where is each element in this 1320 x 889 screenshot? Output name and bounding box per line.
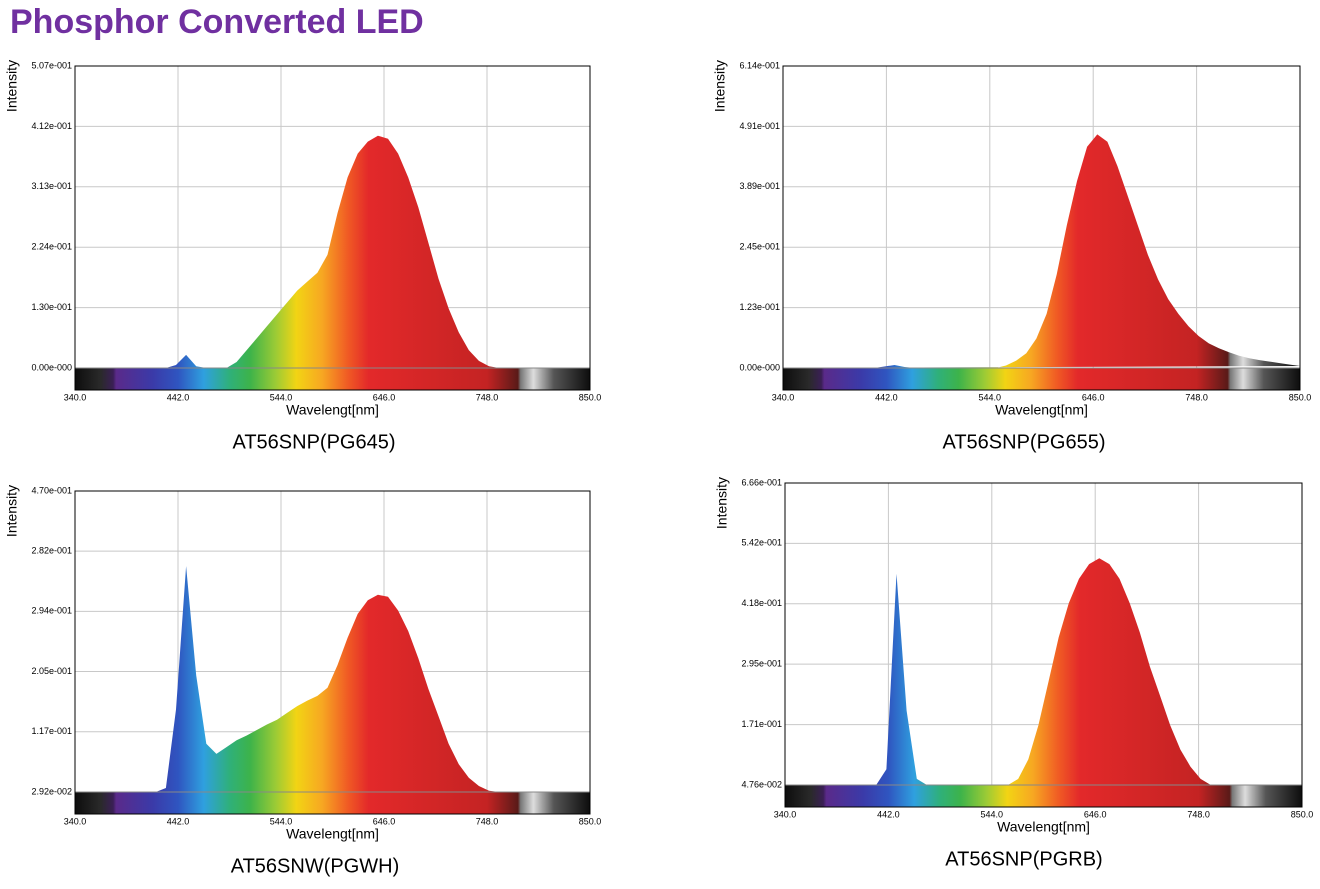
y-tick-label: 4.76e-002 xyxy=(741,779,782,789)
x-tick-label: 850.0 xyxy=(1289,392,1312,402)
y-tick-label: 2.92e-002 xyxy=(31,786,72,796)
chart-caption: AT56SNW(PGWH) xyxy=(231,855,400,877)
y-tick-label: 5.07e-001 xyxy=(31,60,72,70)
y-tick-label: 6.66e-001 xyxy=(741,477,782,487)
chart-caption: AT56SNP(PG645) xyxy=(232,431,395,453)
y-tick-label: 2.45e-001 xyxy=(739,242,780,252)
x-tick-label: 340.0 xyxy=(772,392,795,402)
plot-frame xyxy=(782,65,1301,391)
chart-caption: AT56SNP(PG655) xyxy=(942,431,1105,453)
spectrum-area xyxy=(75,566,590,792)
x-axis-label: Wavelengt[nm] xyxy=(286,826,379,842)
y-tick-label: 0.00e-000 xyxy=(31,362,72,372)
x-tick-label: 646.0 xyxy=(373,392,396,402)
x-tick-label: 748.0 xyxy=(1187,809,1210,819)
chart: 0.00e-000 1.30e-001 2.24e-001 3.13e-001 4.12… xyxy=(4,60,602,453)
y-tick-label: 0.00e-000 xyxy=(739,362,780,372)
y-tick-label: 4.70e-001 xyxy=(31,485,72,495)
x-tick-label: 850.0 xyxy=(579,816,602,826)
x-tick-label: 646.0 xyxy=(1084,809,1107,819)
chart: 4.76e-002 1.71e-001 2.95e-001 4.18e-001 5.42… xyxy=(714,477,1314,870)
y-tick-label: 2.24e-001 xyxy=(31,242,72,252)
x-tick-label: 442.0 xyxy=(875,392,898,402)
y-tick-label: 4.18e-001 xyxy=(741,598,782,608)
x-tick-label: 544.0 xyxy=(270,816,293,826)
spectrum-strip xyxy=(75,368,590,390)
x-tick-label: 442.0 xyxy=(877,809,900,819)
y-tick-label: 2.95e-001 xyxy=(741,659,782,669)
y-tick-label: 3.89e-001 xyxy=(739,181,780,191)
chart: 0.00e-000 1.23e-001 2.45e-001 3.89e-001 4.91… xyxy=(712,60,1312,453)
y-axis-label: Intensity xyxy=(4,485,20,537)
x-tick-label: 544.0 xyxy=(979,392,1002,402)
spectrum-area xyxy=(75,135,590,368)
x-axis-label: Wavelengt[nm] xyxy=(995,402,1088,418)
y-axis-label: Intensity xyxy=(4,60,20,112)
y-axis-label: Intensity xyxy=(712,60,728,112)
plot-frame xyxy=(784,482,1303,808)
y-tick-label: 5.42e-001 xyxy=(741,538,782,548)
x-tick-label: 850.0 xyxy=(1291,809,1314,819)
x-tick-label: 850.0 xyxy=(579,392,602,402)
x-axis-label: Wavelengt[nm] xyxy=(286,402,379,418)
y-tick-label: 1.30e-001 xyxy=(31,302,72,312)
x-tick-label: 544.0 xyxy=(270,392,293,402)
x-tick-label: 340.0 xyxy=(774,809,797,819)
y-tick-label: 4.12e-001 xyxy=(31,121,72,131)
x-tick-label: 340.0 xyxy=(64,392,87,402)
y-tick-label: 2.05e-001 xyxy=(31,666,72,676)
slide-title: Phosphor Converted LED xyxy=(10,3,424,41)
y-tick-label: 1.17e-001 xyxy=(31,726,72,736)
x-tick-label: 646.0 xyxy=(373,816,396,826)
y-tick-label: 2.82e-001 xyxy=(31,545,72,555)
spectrum-strip xyxy=(785,785,1302,807)
x-tick-label: 442.0 xyxy=(167,392,190,402)
chart-caption: AT56SNP(PGRB) xyxy=(945,848,1102,870)
chart: 2.92e-002 1.17e-001 2.05e-001 2.94e-001 2.82… xyxy=(4,485,602,877)
x-tick-label: 340.0 xyxy=(64,816,87,826)
spectrum-area xyxy=(783,134,1300,368)
y-tick-label: 1.23e-001 xyxy=(739,302,780,312)
x-axis-label: Wavelengt[nm] xyxy=(997,819,1090,835)
x-tick-label: 748.0 xyxy=(1185,392,1208,402)
spectrum-strip xyxy=(783,368,1300,390)
x-tick-label: 442.0 xyxy=(167,816,190,826)
spectrum-area xyxy=(785,558,1302,785)
y-tick-label: 4.91e-001 xyxy=(739,121,780,131)
x-tick-label: 748.0 xyxy=(476,392,499,402)
x-tick-label: 646.0 xyxy=(1082,392,1105,402)
x-tick-label: 544.0 xyxy=(981,809,1004,819)
y-tick-label: 6.14e-001 xyxy=(739,60,780,70)
x-tick-label: 748.0 xyxy=(476,816,499,826)
y-tick-label: 3.13e-001 xyxy=(31,181,72,191)
plot-frame xyxy=(74,490,591,815)
y-tick-label: 1.71e-001 xyxy=(741,719,782,729)
spectrum-strip xyxy=(75,792,590,814)
plot-frame xyxy=(74,65,591,391)
y-axis-label: Intensity xyxy=(714,477,730,529)
y-tick-label: 2.94e-001 xyxy=(31,606,72,616)
